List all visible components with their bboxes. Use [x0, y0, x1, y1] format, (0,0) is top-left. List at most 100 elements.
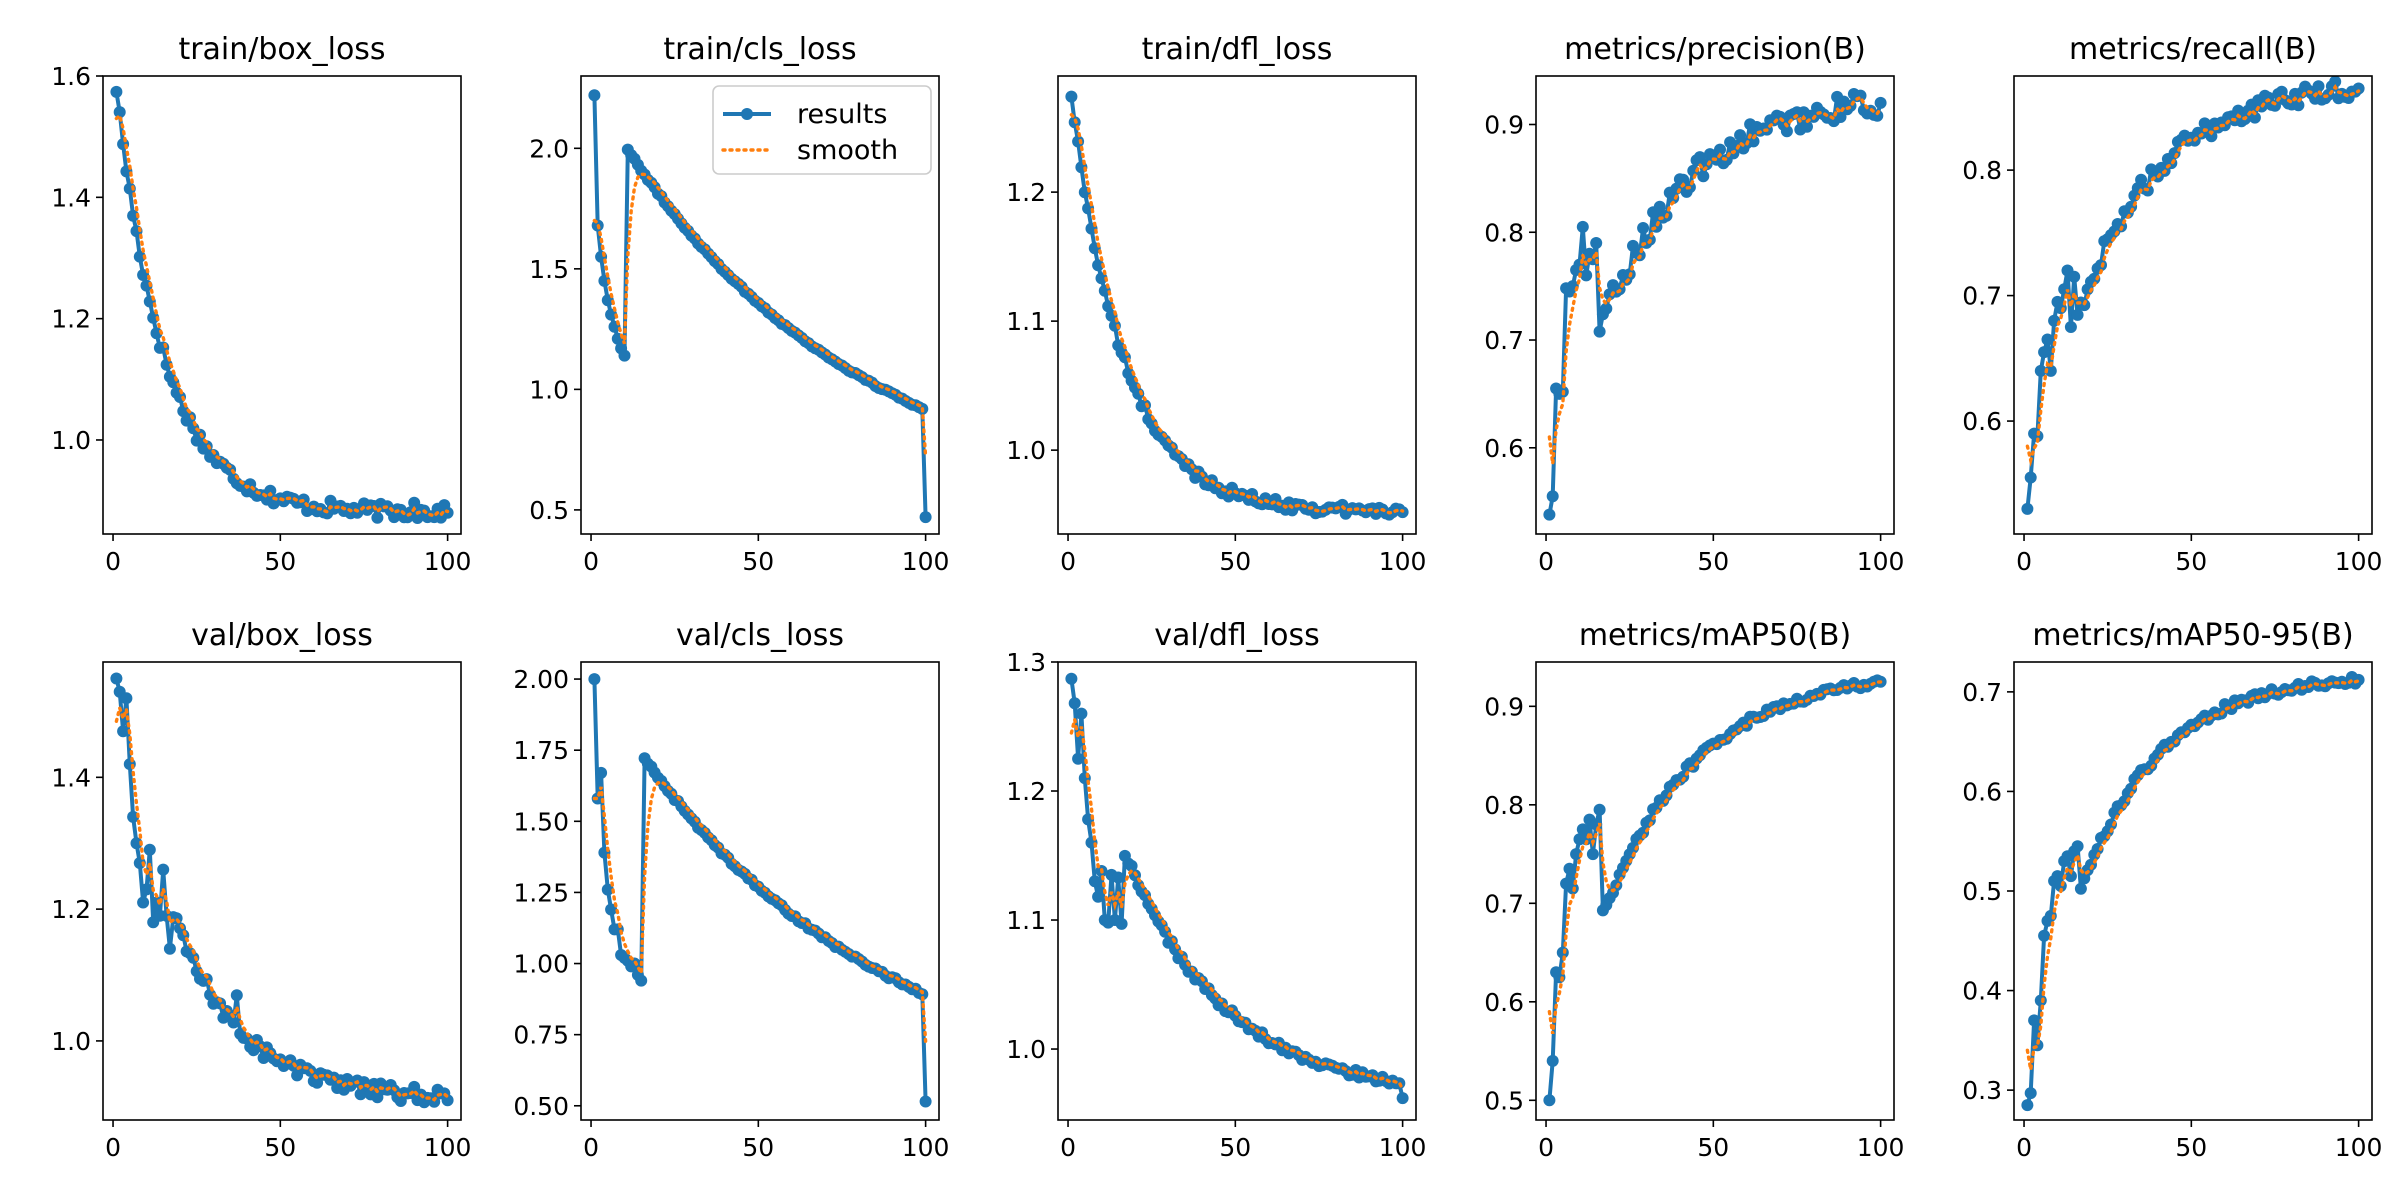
y-tick-label: 1.0: [1006, 436, 1046, 465]
smooth-line: [592, 780, 928, 1043]
x-tick-label: 50: [1697, 547, 1729, 576]
y-tick-label: 1.50: [513, 807, 569, 836]
results-point: [598, 274, 611, 287]
smooth-line: [592, 172, 928, 459]
y-tick-label: 0.6: [1962, 777, 2002, 806]
results-point: [110, 85, 123, 98]
results-point: [2034, 364, 2047, 377]
y-tick-label: 1.6: [51, 62, 91, 91]
results-point: [2068, 270, 2081, 283]
results-point: [605, 903, 618, 916]
x-tick-label: 50: [264, 1133, 296, 1162]
results-point: [595, 766, 608, 779]
results-point: [1543, 1094, 1556, 1107]
results-point: [163, 942, 176, 955]
y-tick-label: 1.4: [51, 183, 91, 212]
y-tick-label: 2.0: [529, 134, 569, 163]
results-point: [127, 810, 140, 823]
results-point: [2028, 1014, 2041, 1027]
chart-panels: train/box_loss 0 50 100 1.0 1.2 1.4 1.6 train/cl…: [51, 32, 2382, 1162]
panel-title: val/box_loss: [191, 618, 373, 653]
results-point: [1874, 96, 1887, 109]
x-tick-label: 0: [2016, 1133, 2032, 1162]
results-point: [1576, 823, 1589, 836]
results-point: [143, 843, 156, 856]
results-point: [1088, 875, 1101, 888]
panel-4: metrics/recall(B) 0 50 100 0.6 0.7 0.8: [1962, 32, 2382, 576]
results-point: [157, 863, 170, 876]
panel-title: metrics/recall(B): [2069, 32, 2317, 67]
results-point: [2041, 333, 2054, 346]
results-point: [1590, 237, 1603, 249]
panel-title: train/cls_loss: [663, 32, 856, 67]
results-point: [1115, 917, 1128, 930]
y-tick-label: 1.25: [513, 878, 569, 907]
x-tick-label: 50: [1219, 1133, 1251, 1162]
results-point: [1780, 125, 1793, 138]
y-tick-label: 0.9: [1484, 110, 1524, 139]
y-tick-label: 0.6: [1484, 434, 1524, 463]
results-point: [2205, 130, 2218, 143]
y-tick-label: 1.0: [51, 1027, 91, 1056]
results-point: [1600, 302, 1613, 315]
results-point: [311, 1076, 324, 1089]
y-tick-label: 0.5: [529, 496, 569, 525]
results-point: [1734, 129, 1747, 142]
results-point: [2034, 994, 2047, 1007]
axes-frame: [1057, 661, 1417, 1121]
results-point: [160, 358, 173, 371]
results-point: [2064, 870, 2077, 883]
results-point: [1586, 848, 1599, 861]
results-point: [110, 672, 123, 685]
x-tick-label: 0: [583, 547, 599, 576]
results-point: [1834, 111, 1847, 123]
results-point: [2071, 840, 2084, 853]
legend: results smooth: [712, 85, 932, 175]
results-point: [2031, 430, 2044, 443]
y-tick-label: 0.6: [1962, 407, 2002, 436]
results-point: [2051, 870, 2064, 883]
results-point: [120, 692, 133, 705]
x-tick-label: 50: [264, 547, 296, 576]
x-tick-label: 50: [742, 547, 774, 576]
results-point: [1697, 170, 1710, 183]
y-tick-label: 0.50: [513, 1092, 569, 1121]
results-point: [441, 1094, 454, 1107]
y-tick-label: 1.0: [1006, 1035, 1046, 1064]
results-point: [1563, 862, 1576, 875]
y-tick-label: 1.2: [1006, 178, 1046, 207]
y-tick-label: 0.5: [1484, 1086, 1524, 1115]
y-tick-label: 1.4: [51, 763, 91, 792]
legend-smooth-label: smooth: [797, 135, 898, 166]
results-point: [1580, 269, 1593, 282]
results-point: [2021, 502, 2034, 515]
results-point: [2292, 99, 2305, 112]
y-tick-label: 1.2: [51, 305, 91, 334]
y-tick-label: 1.1: [1006, 906, 1046, 935]
results-point: [2248, 111, 2261, 124]
results-point: [1637, 222, 1650, 234]
x-tick-label: 0: [583, 1133, 599, 1162]
results-point: [1396, 1092, 1409, 1105]
axes-frame: [1535, 661, 1895, 1121]
results-point: [1065, 90, 1078, 103]
x-tick-label: 100: [424, 1133, 472, 1162]
y-tick-label: 0.6: [1484, 988, 1524, 1017]
smooth-line: [1069, 112, 1405, 515]
axes-frame: [102, 661, 462, 1121]
panel-3: metrics/precision(B) 0 50 100 0.6 0.7 0.8 0.9: [1484, 32, 1904, 576]
results-point: [2071, 308, 2084, 321]
results-point: [2312, 80, 2325, 93]
results-point: [1102, 300, 1115, 313]
results-point: [127, 209, 140, 222]
results-point: [1095, 272, 1108, 285]
results-point: [1714, 143, 1726, 156]
x-tick-label: 100: [1857, 1133, 1905, 1162]
x-tick-label: 100: [2335, 547, 2383, 576]
results-point: [1125, 859, 1138, 872]
results-point: [1593, 325, 1606, 338]
results-point: [635, 974, 648, 987]
x-tick-label: 100: [424, 547, 472, 576]
axes-frame: [1057, 75, 1417, 535]
